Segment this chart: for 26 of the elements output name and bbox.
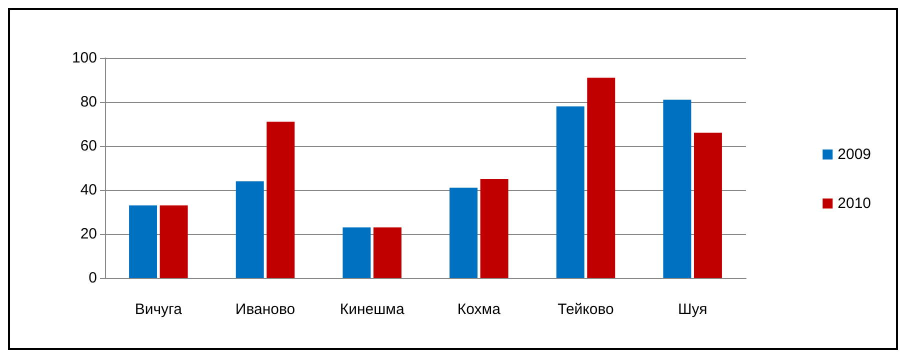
- y-tick-label: 20: [80, 226, 97, 242]
- bar: [373, 227, 402, 278]
- x-tick-label: Иваново: [235, 301, 296, 318]
- legend-label: 2010: [838, 195, 872, 212]
- y-tick-label: 0: [88, 270, 97, 286]
- bar: [342, 227, 371, 278]
- y-tick-label: 40: [80, 182, 97, 198]
- y-tick-label: 80: [80, 94, 97, 110]
- y-tick-label: 60: [80, 138, 97, 154]
- bar: [129, 205, 158, 278]
- bar: [266, 122, 295, 278]
- x-tick-label: Кинешма: [340, 301, 405, 318]
- x-tick-label: Кохма: [457, 301, 502, 318]
- bar: [694, 132, 722, 278]
- bar: [663, 100, 692, 278]
- bar: [236, 181, 264, 278]
- x-tick-label: Тейково: [558, 301, 614, 318]
- bar: [556, 106, 584, 278]
- x-tick-label: Шуя: [678, 301, 708, 318]
- bar: [450, 188, 478, 278]
- y-tick-label: 100: [72, 50, 97, 66]
- bar: [587, 78, 616, 278]
- x-tick-label: Вичуга: [134, 301, 183, 318]
- bar: [160, 205, 188, 278]
- legend-label: 2009: [838, 146, 872, 163]
- bar: [480, 179, 508, 278]
